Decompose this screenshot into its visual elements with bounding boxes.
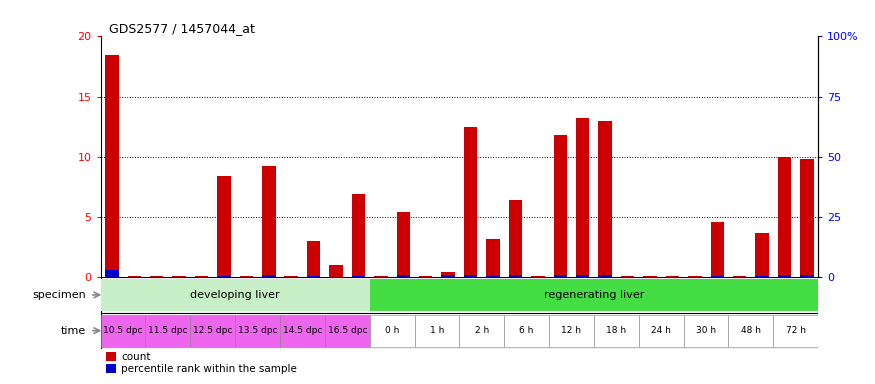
Text: 18 h: 18 h — [606, 326, 626, 335]
Bar — [487, 276, 500, 277]
Bar — [554, 275, 567, 277]
Bar — [105, 55, 119, 277]
Bar — [374, 276, 388, 277]
Bar — [683, 314, 728, 347]
Bar — [755, 233, 769, 277]
Bar — [284, 276, 298, 277]
Bar — [594, 314, 639, 347]
Bar — [550, 314, 594, 347]
Bar — [621, 276, 634, 277]
Bar — [195, 276, 208, 277]
Text: 12.5 dpc: 12.5 dpc — [193, 326, 233, 335]
Legend: count, percentile rank within the sample: count, percentile rank within the sample — [106, 352, 298, 374]
Bar — [396, 275, 410, 277]
Bar — [352, 194, 365, 277]
Bar — [554, 135, 567, 277]
Bar — [240, 276, 253, 277]
Bar — [101, 314, 145, 347]
Bar — [598, 275, 612, 277]
Bar — [370, 279, 818, 311]
Bar — [576, 275, 590, 277]
Text: 11.5 dpc: 11.5 dpc — [148, 326, 187, 335]
Text: 2 h: 2 h — [474, 326, 489, 335]
Bar — [464, 275, 478, 277]
Text: 24 h: 24 h — [651, 326, 671, 335]
Bar — [531, 276, 544, 277]
Bar — [150, 276, 164, 277]
Bar — [325, 314, 370, 347]
Bar — [666, 276, 679, 277]
Bar — [101, 279, 370, 311]
Bar — [487, 238, 500, 277]
Text: 1 h: 1 h — [430, 326, 444, 335]
Text: GDS2577 / 1457044_at: GDS2577 / 1457044_at — [109, 22, 255, 35]
Bar — [280, 314, 325, 347]
Bar — [710, 276, 724, 277]
Text: 13.5 dpc: 13.5 dpc — [238, 326, 277, 335]
Text: 48 h: 48 h — [741, 326, 761, 335]
Text: developing liver: developing liver — [191, 290, 280, 300]
Text: 10.5 dpc: 10.5 dpc — [103, 326, 143, 335]
Bar — [105, 270, 119, 277]
Bar — [329, 265, 343, 277]
Bar — [172, 276, 186, 277]
Bar — [396, 212, 410, 277]
Bar — [639, 314, 683, 347]
Bar — [778, 157, 791, 277]
Bar — [370, 314, 415, 347]
Text: 72 h: 72 h — [786, 326, 806, 335]
Bar — [217, 176, 231, 277]
Bar — [307, 276, 320, 277]
Text: time: time — [61, 326, 87, 336]
Bar — [235, 314, 280, 347]
Text: 12 h: 12 h — [562, 326, 582, 335]
Bar — [774, 314, 818, 347]
Bar — [415, 314, 459, 347]
Bar — [728, 314, 774, 347]
Bar — [688, 276, 702, 277]
Bar — [778, 275, 791, 277]
Text: regenerating liver: regenerating liver — [543, 290, 644, 300]
Text: 0 h: 0 h — [385, 326, 399, 335]
Bar — [217, 276, 231, 277]
Bar — [145, 314, 191, 347]
Text: 6 h: 6 h — [520, 326, 534, 335]
Bar — [262, 166, 276, 277]
Bar — [459, 314, 504, 347]
Bar — [191, 314, 235, 347]
Bar — [262, 275, 276, 277]
Bar — [801, 159, 814, 277]
Bar — [710, 222, 724, 277]
Text: 16.5 dpc: 16.5 dpc — [327, 326, 367, 335]
Bar — [504, 314, 550, 347]
Bar — [621, 276, 634, 277]
Bar — [733, 276, 746, 277]
Text: 30 h: 30 h — [696, 326, 716, 335]
Bar — [442, 275, 455, 277]
Bar — [576, 118, 590, 277]
Text: 14.5 dpc: 14.5 dpc — [283, 326, 322, 335]
Bar — [128, 276, 141, 277]
Bar — [508, 200, 522, 277]
Bar — [598, 121, 612, 277]
Bar — [755, 276, 769, 277]
Bar — [352, 276, 365, 277]
Bar — [643, 276, 656, 277]
Bar — [442, 272, 455, 277]
Text: specimen: specimen — [32, 290, 87, 300]
Bar — [419, 276, 432, 277]
Bar — [508, 275, 522, 277]
Bar — [307, 241, 320, 277]
Bar — [464, 127, 478, 277]
Bar — [801, 275, 814, 277]
